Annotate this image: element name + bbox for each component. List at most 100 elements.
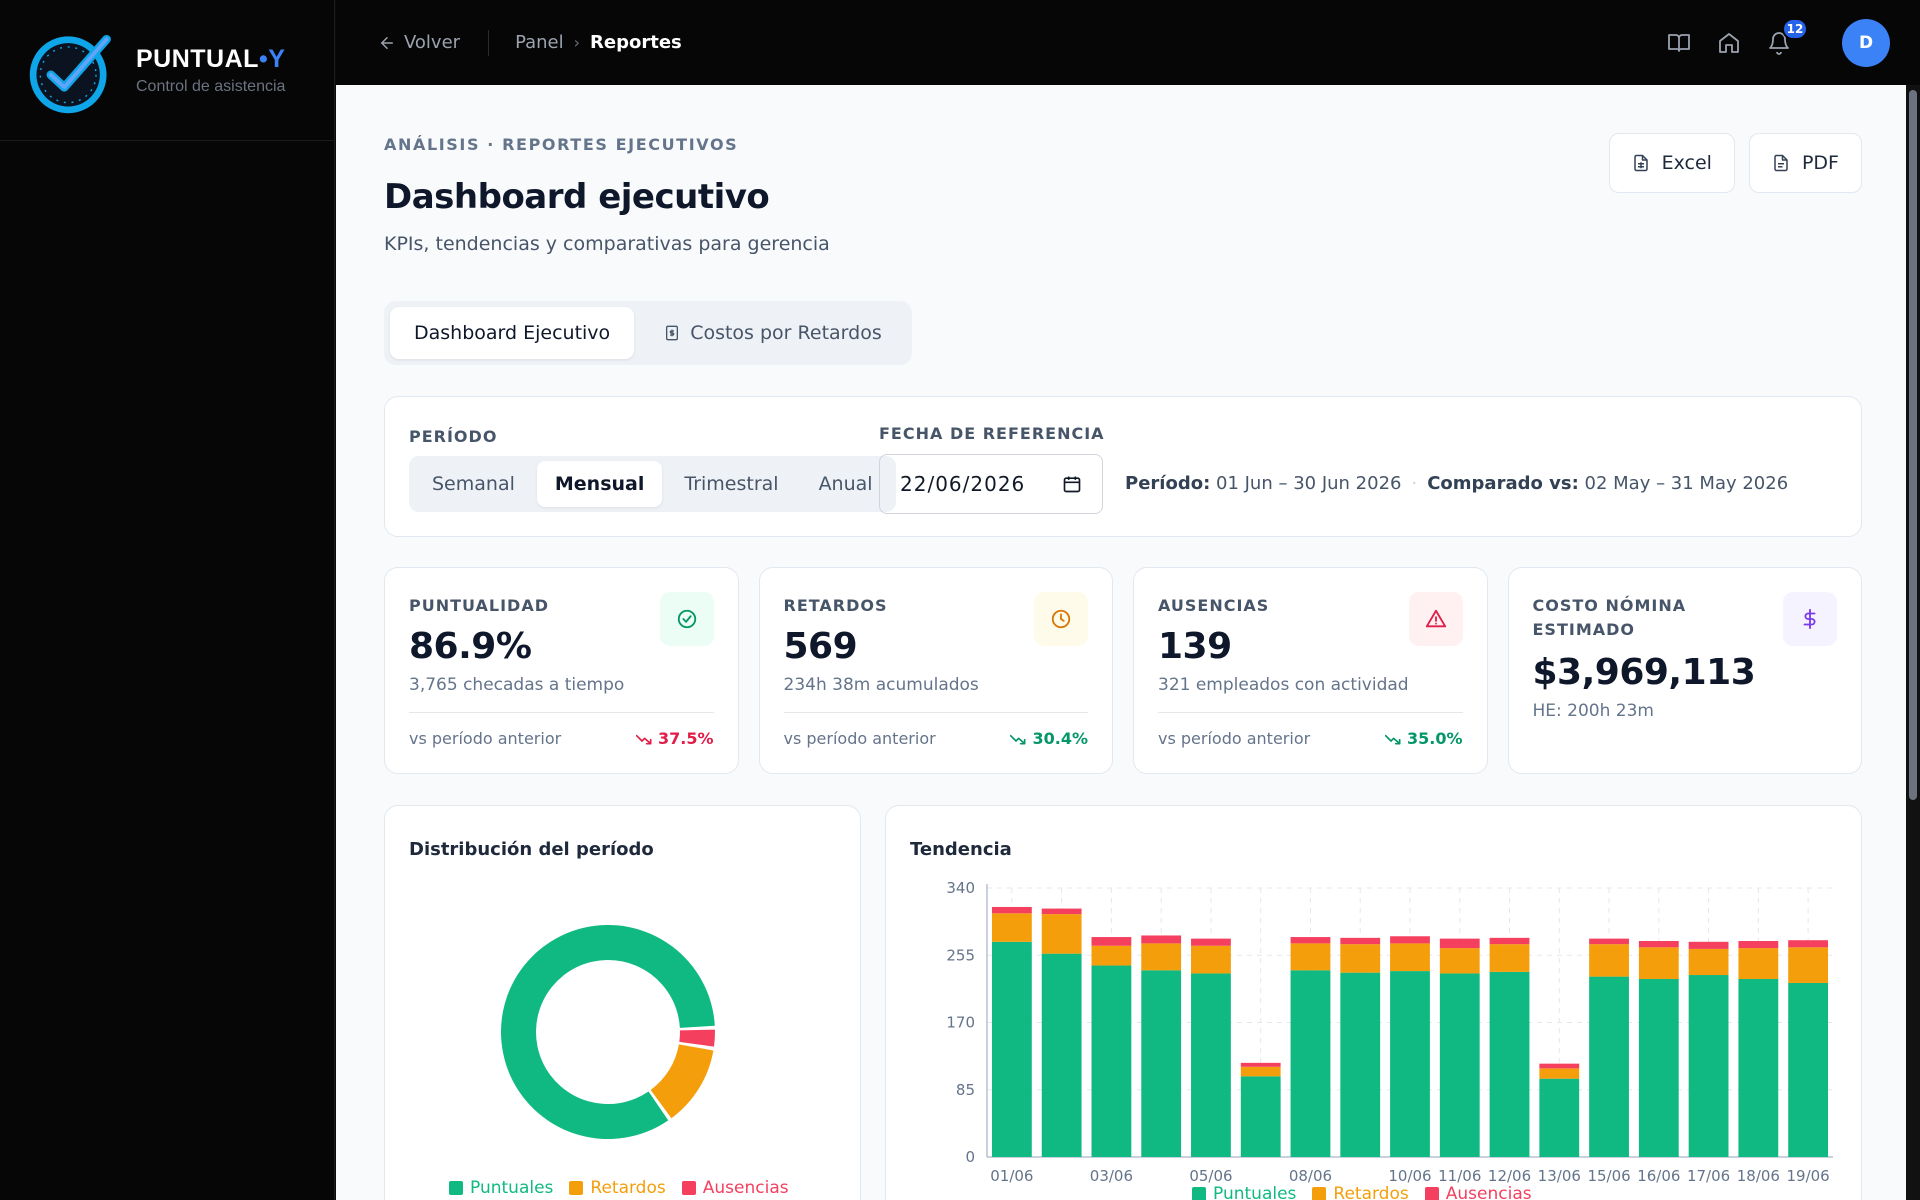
bar-retardos-06-06[interactable]	[1240, 1066, 1281, 1077]
bar-retardos-13-06[interactable]	[1539, 1068, 1580, 1079]
bar-ausencias-10-06[interactable]	[1390, 936, 1430, 944]
bar-retardos-18-06[interactable]	[1738, 948, 1779, 979]
bar-puntuales-05-06[interactable]	[1191, 973, 1231, 1157]
bar-retardos-19-06[interactable]	[1788, 947, 1829, 983]
legend-item-ausencias[interactable]: Ausencias	[1424, 1184, 1532, 1200]
file-spreadsheet-icon	[1633, 154, 1648, 172]
period-option-anual[interactable]: Anual	[818, 473, 873, 495]
breadcrumb: Panel › Reportes	[515, 32, 682, 53]
bar-puntuales-01-06[interactable]	[991, 941, 1032, 1157]
legend-item-puntuales[interactable]: Puntuales	[449, 1178, 553, 1198]
scrollbar-thumb[interactable]	[1909, 90, 1917, 800]
legend-swatch	[681, 1181, 696, 1195]
breadcrumb-reportes: Reportes	[590, 32, 682, 53]
scrollbar[interactable]	[1906, 85, 1920, 1200]
ref-date-input[interactable]: 22/06/2026	[879, 454, 1103, 514]
bar-puntuales-12-06[interactable]	[1489, 971, 1530, 1157]
kpi-label: PUNTUALIDAD	[409, 596, 549, 615]
legend-item-ausencias[interactable]: Ausencias	[681, 1178, 789, 1198]
brand[interactable]: PUNTUAL•Y Control de asistencia	[0, 0, 334, 141]
period-summary: Período: 01 Jun – 30 Jun 2026 · Comparad…	[1125, 473, 1788, 494]
period-option-mensual[interactable]: Mensual	[536, 461, 663, 507]
bar-ausencias-01-06[interactable]	[991, 906, 1032, 914]
bar-retardos-04-06[interactable]	[1141, 943, 1182, 971]
kpi-delta: 37.5%	[635, 729, 714, 748]
breadcrumb-panel[interactable]: Panel	[515, 32, 564, 53]
x-tick-label: 17/06	[1687, 1167, 1730, 1185]
bell-icon[interactable]: 12	[1766, 17, 1808, 56]
bar-retardos-03-06[interactable]	[1091, 945, 1132, 966]
period-option-trimestral[interactable]: Trimestral	[684, 473, 779, 495]
bar-retardos-02-06[interactable]	[1041, 914, 1082, 954]
bar-ausencias-04-06[interactable]	[1141, 935, 1182, 944]
bar-ausencias-03-06[interactable]	[1091, 937, 1132, 946]
bar-puntuales-04-06[interactable]	[1141, 970, 1182, 1157]
bar-retardos-12-06[interactable]	[1489, 944, 1530, 972]
bar-retardos-09-06[interactable]	[1340, 944, 1381, 973]
donut-slice-puntuales[interactable]	[500, 925, 715, 1139]
trend-down-icon	[1384, 734, 1401, 744]
legend-item-puntuales[interactable]: Puntuales	[1192, 1184, 1296, 1200]
kpi-sub: 321 empleados con actividad	[1158, 675, 1409, 695]
bar-ausencias-02-06[interactable]	[1041, 908, 1082, 915]
avatar[interactable]: D	[1842, 18, 1890, 67]
tab-costos-por-retardos[interactable]: Costos por Retardos	[640, 307, 906, 359]
legend-item-retardos[interactable]: Retardos	[569, 1178, 666, 1198]
bar-puntuales-11-06[interactable]	[1439, 973, 1480, 1157]
bar-ausencias-16-06[interactable]	[1638, 941, 1679, 948]
bar-puntuales-18-06[interactable]	[1738, 978, 1779, 1157]
donut-slice-retardos[interactable]	[650, 1044, 714, 1119]
bar-puntuales-03-06[interactable]	[1091, 965, 1132, 1157]
bar-ausencias-13-06[interactable]	[1539, 1063, 1580, 1069]
home-icon[interactable]	[1716, 30, 1742, 56]
bar-ausencias-17-06[interactable]	[1688, 941, 1729, 949]
tab-dashboard-ejecutivo[interactable]: Dashboard Ejecutivo	[390, 307, 635, 359]
kpi-card-retardos: RETARDOS 569 234h 38m acumulados vs perí…	[758, 567, 1113, 774]
book-open-icon[interactable]	[1666, 30, 1692, 56]
export-excel-button[interactable]: Excel	[1608, 133, 1735, 193]
bar-puntuales-15-06[interactable]	[1589, 976, 1629, 1157]
period-option-semanal[interactable]: Semanal	[432, 473, 515, 495]
legend-item-retardos[interactable]: Retardos	[1312, 1184, 1409, 1200]
bar-puntuales-06-06[interactable]	[1240, 1076, 1281, 1157]
bar-ausencias-18-06[interactable]	[1738, 941, 1779, 949]
bar-retardos-16-06[interactable]	[1638, 947, 1679, 979]
bar-retardos-17-06[interactable]	[1688, 948, 1729, 976]
bar-ausencias-08-06[interactable]	[1290, 937, 1331, 944]
bar-ausencias-15-06[interactable]	[1589, 938, 1629, 945]
calendar-icon[interactable]	[1062, 474, 1082, 494]
legend-label: Retardos	[590, 1178, 666, 1198]
bar-puntuales-08-06[interactable]	[1290, 970, 1331, 1157]
legend-label: Ausencias	[1445, 1184, 1532, 1200]
bar-retardos-01-06[interactable]	[991, 913, 1032, 942]
bar-puntuales-16-06[interactable]	[1638, 978, 1679, 1157]
x-tick-label: 08/06	[1289, 1167, 1332, 1185]
bar-retardos-10-06[interactable]	[1390, 943, 1430, 972]
bar-puntuales-02-06[interactable]	[1041, 953, 1082, 1157]
bar-ausencias-05-06[interactable]	[1191, 938, 1231, 946]
back-button[interactable]: Volver	[378, 32, 460, 53]
kpi-sub: 234h 38m acumulados	[783, 675, 979, 695]
bar-puntuales-09-06[interactable]	[1340, 972, 1381, 1157]
donut-slice-ausencias[interactable]	[679, 1029, 715, 1047]
legend-swatch	[1312, 1187, 1327, 1200]
kpi-foot-label: vs período anterior	[1158, 729, 1311, 748]
bar-retardos-15-06[interactable]	[1589, 944, 1629, 977]
bar-ausencias-06-06[interactable]	[1240, 1062, 1281, 1067]
bar-puntuales-13-06[interactable]	[1539, 1078, 1580, 1157]
bar-ausencias-19-06[interactable]	[1788, 940, 1829, 948]
bar-retardos-11-06[interactable]	[1439, 948, 1480, 974]
y-tick-label: 340	[946, 879, 975, 897]
x-tick-label: 03/06	[1090, 1167, 1133, 1185]
export-pdf-button[interactable]: PDF	[1748, 133, 1862, 193]
bar-puntuales-10-06[interactable]	[1390, 971, 1430, 1157]
legend-label: Puntuales	[470, 1178, 554, 1198]
bar-retardos-08-06[interactable]	[1290, 943, 1331, 971]
bar-puntuales-19-06[interactable]	[1788, 982, 1829, 1157]
bar-ausencias-12-06[interactable]	[1489, 937, 1530, 945]
bar-retardos-05-06[interactable]	[1191, 945, 1231, 974]
bar-ausencias-09-06[interactable]	[1340, 937, 1381, 945]
bar-ausencias-11-06[interactable]	[1439, 938, 1480, 949]
bar-puntuales-17-06[interactable]	[1688, 975, 1729, 1157]
x-tick-label: 01/06	[990, 1167, 1033, 1185]
